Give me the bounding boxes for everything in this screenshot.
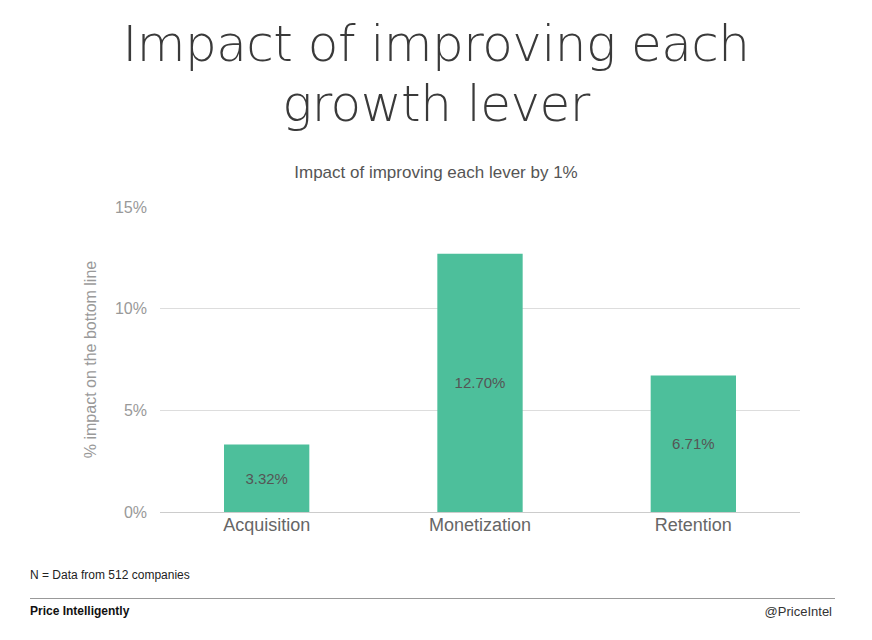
svg-text:Retention: Retention (655, 515, 732, 535)
svg-text:% impact on the bottom line: % impact on the bottom line (82, 261, 99, 459)
svg-text:Acquisition: Acquisition (223, 515, 310, 535)
svg-text:6.71%: 6.71% (672, 435, 715, 452)
svg-text:15%: 15% (115, 199, 147, 216)
html-text:Price Intelligently: Price Intelligently (30, 604, 130, 618)
svg-text:3.32%: 3.32% (245, 470, 288, 487)
html-text:@PriceIntel: @PriceIntel (764, 604, 832, 619)
svg-text:0%: 0% (124, 504, 147, 521)
svg-text:5%: 5% (124, 402, 147, 419)
svg-text:Monetization: Monetization (429, 515, 531, 535)
svg-text:10%: 10% (115, 300, 147, 317)
html-text:Impact of improving each growt: Impact of improving each growth lever (122, 15, 750, 133)
svg-text:12.70%: 12.70% (455, 374, 506, 391)
html-text:N = Data from 512 companies: N = Data from 512 companies (30, 568, 190, 582)
svg-text:Impact of improving each lever: Impact of improving each lever by 1% (294, 163, 577, 182)
